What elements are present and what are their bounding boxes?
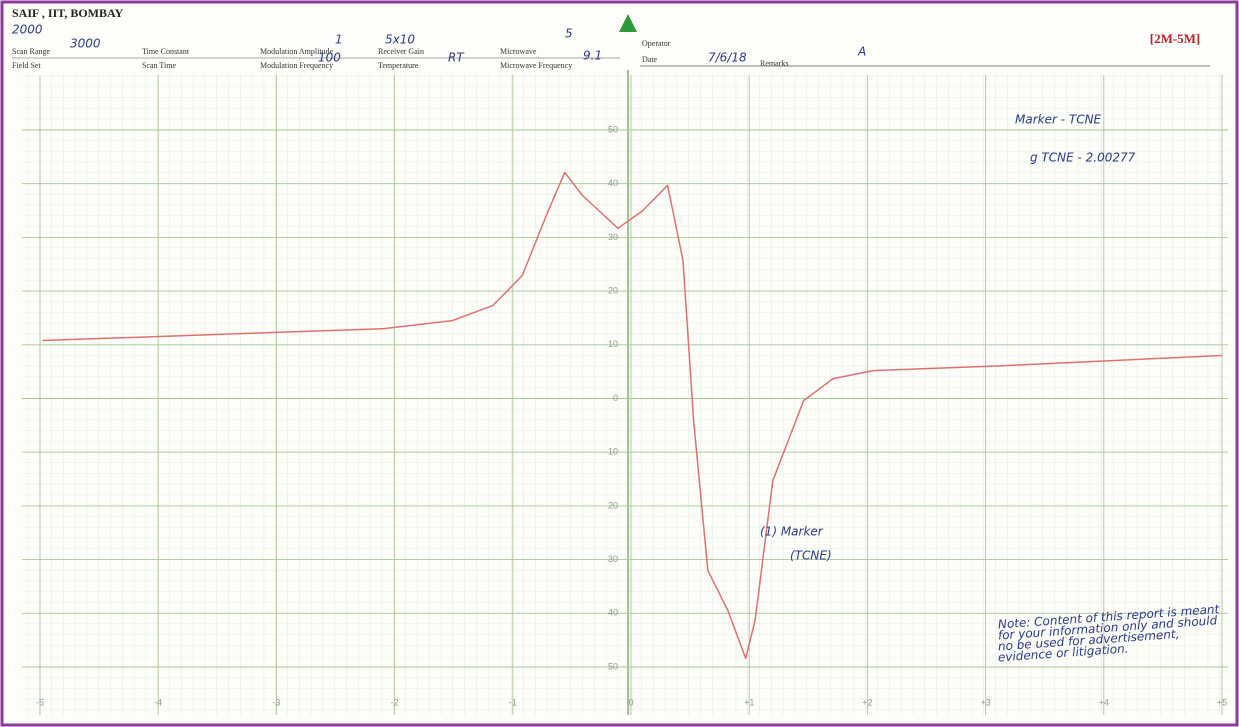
x-tick-label: 0 (628, 697, 633, 707)
form-label: Time Constant (142, 47, 190, 56)
y-tick-label: 10 (608, 339, 618, 349)
x-tick-label: +2 (862, 697, 872, 707)
entry: 9.1 (583, 49, 602, 63)
form-label: Operator (642, 39, 671, 48)
form-label: Temperature (378, 61, 419, 70)
chart: SAIF , IIT, BOMBAY Scan Range Field Set … (0, 0, 1239, 727)
x-tick-label: -2 (391, 697, 399, 707)
institute: SAIF , IIT, BOMBAY (12, 6, 124, 20)
entry: RT (448, 51, 465, 65)
annotation: g TCNE - 2.00277 (1030, 151, 1136, 165)
form-label: Remarks (760, 59, 788, 68)
y-tick-label: 20 (608, 285, 618, 295)
y-tick-label: 40 (608, 608, 618, 618)
form-label: Receiver Gain (378, 47, 424, 56)
x-tick-label: -1 (509, 697, 517, 707)
form-label: Microwave Frequency (500, 61, 572, 70)
entry: 3000 (70, 37, 101, 51)
x-tick-label: +4 (1099, 697, 1109, 707)
y-tick-label: 30 (608, 232, 618, 242)
x-tick-label: -3 (272, 697, 280, 707)
entry: 7/6/18 (708, 51, 747, 65)
entry: 5 (565, 27, 573, 41)
y-tick-label: 50 (608, 124, 618, 134)
y-tick-label: 40 (608, 178, 618, 188)
entry: 2000 (12, 23, 43, 37)
x-tick-label: -5 (36, 697, 44, 707)
annotation: Marker - TCNE (1015, 113, 1102, 127)
annotation: (1) Marker (760, 525, 824, 539)
y-tick-label: 20 (608, 500, 618, 510)
x-tick-label: +5 (1217, 697, 1227, 707)
x-tick-label: +3 (980, 697, 990, 707)
entry: 100 (318, 51, 341, 65)
form-label: Scan Range (12, 47, 50, 56)
annotation: (TCNE) (790, 549, 832, 563)
y-tick-label: 0 (613, 393, 618, 403)
entry: 5x10 (385, 33, 415, 47)
range-label: [2M-5M] (1150, 31, 1201, 46)
y-tick-label: 10 (608, 447, 618, 457)
y-tick-label: 50 (608, 661, 618, 671)
entry: A (857, 45, 866, 59)
form-label: Microwave (500, 47, 537, 56)
entry: 1 (335, 33, 343, 47)
x-tick-label: -4 (154, 697, 162, 707)
x-tick-label: +1 (744, 697, 754, 707)
form-label: Scan Time (142, 61, 176, 70)
form-label: Field Set (12, 61, 41, 70)
y-tick-label: 30 (608, 554, 618, 564)
form-label: Date (642, 55, 658, 64)
